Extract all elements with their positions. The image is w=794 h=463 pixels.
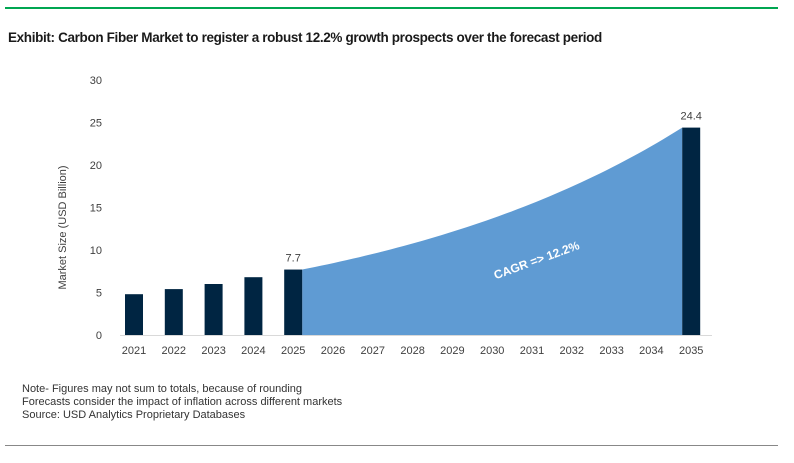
forecast-area (302, 127, 683, 335)
y-tick-5: 5 (96, 288, 102, 300)
x-tick-2024: 2024 (241, 345, 265, 357)
data-label-2035: 24.4 (680, 111, 701, 123)
x-tick-2023: 2023 (201, 345, 225, 357)
footnotes: Note- Figures may not sum to totals, bec… (22, 383, 342, 422)
x-tick-2030: 2030 (480, 345, 504, 357)
x-tick-2033: 2033 (599, 345, 623, 357)
x-tick-2032: 2032 (560, 345, 584, 357)
note-rounding: Note- Figures may not sum to totals, bec… (22, 383, 303, 395)
x-tick-2025: 2025 (281, 345, 305, 357)
y-tick-30: 30 (90, 75, 102, 87)
exhibit-title: Exhibit: Carbon Fiber Market to register… (8, 30, 602, 45)
bar-2024 (244, 277, 263, 335)
x-tick-2035: 2035 (679, 345, 703, 357)
y-tick-10: 10 (90, 245, 102, 257)
x-tick-2031: 2031 (520, 345, 544, 357)
y-tick-15: 15 (90, 203, 102, 215)
x-tick-2034: 2034 (639, 345, 663, 357)
bar-2025 (284, 269, 303, 335)
x-tick-2021: 2021 (122, 345, 146, 357)
x-tick-2028: 2028 (400, 345, 424, 357)
x-tick-2027: 2027 (361, 345, 385, 357)
bar-2023 (204, 284, 223, 335)
bar-2035 (682, 127, 701, 335)
note-inflation: Forecasts consider the impact of inflati… (22, 396, 343, 408)
y-tick-0: 0 (96, 330, 102, 342)
bar-2021 (125, 294, 143, 335)
bottom-divider (5, 445, 778, 446)
y-tick-20: 20 (90, 160, 102, 172)
y-axis-label: Market Size (USD Billion) (57, 165, 69, 289)
y-tick-25: 25 (90, 118, 102, 130)
top-divider (5, 7, 778, 9)
data-label-2025: 7.7 (286, 253, 301, 265)
x-tick-2022: 2022 (162, 345, 186, 357)
note-source: Source: USD Analytics Proprietary Databa… (22, 409, 246, 421)
x-tick-2029: 2029 (440, 345, 464, 357)
bar-2022 (164, 289, 183, 335)
x-tick-2026: 2026 (321, 345, 345, 357)
